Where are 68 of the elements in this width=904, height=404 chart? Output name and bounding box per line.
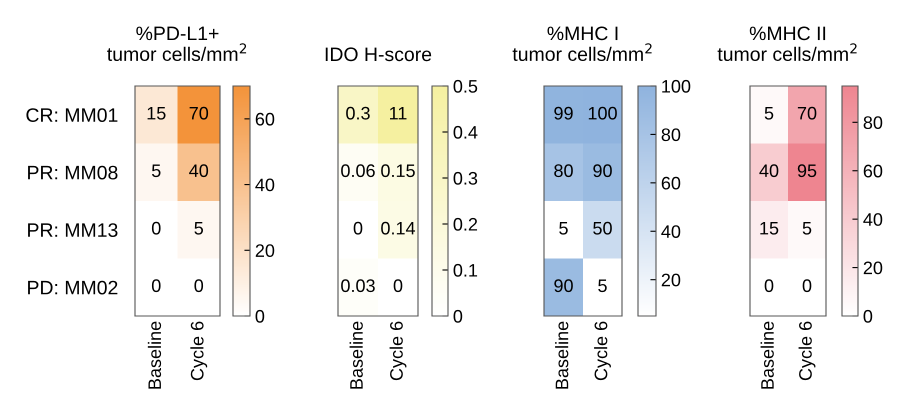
color-bar-label: 20 [864, 262, 882, 274]
color-bar-label: 0 [864, 310, 872, 323]
x-tick-label: Cycle 6 [594, 322, 611, 380]
y-tick-label: CR: MM01 [26, 108, 118, 122]
color-bar-label: 60 [256, 112, 274, 126]
data-label: 80 [554, 164, 573, 178]
x-tick-label: Baseline [760, 322, 774, 389]
data-label: 0 [802, 279, 812, 292]
data-label: 0.03 [341, 279, 375, 292]
data-label: 15 [148, 106, 166, 120]
chart-title: IDO H-score [326, 47, 432, 62]
data-label: 50 [593, 222, 612, 235]
data-label: 40 [759, 164, 778, 178]
color-bar-label: 100 [662, 80, 690, 93]
chart-title: %MHC I tumor cells/mm$^{2}$ [512, 26, 652, 62]
data-label: 5 [194, 222, 204, 235]
color-bar-label: 0.1 [454, 264, 478, 277]
data-label: 11 [390, 106, 406, 120]
data-label: 0.06 [341, 164, 375, 178]
y-tick-label: PR: MM13 [28, 223, 118, 237]
data-label: 70 [190, 106, 208, 120]
data-label: 0 [354, 222, 362, 235]
data-label: 99 [554, 106, 573, 120]
chart-title: %PD-L1+ tumor cells/mm$^{2}$ [107, 26, 246, 62]
data-label: 40 [189, 164, 208, 178]
data-label: 70 [798, 106, 816, 120]
color-bar-label: 80 [662, 128, 680, 142]
x-tick-label: Baseline [555, 322, 568, 389]
color-bar-label: 0.4 [454, 126, 478, 139]
data-label: 5 [802, 222, 812, 235]
y-tick-label: PR: MM08 [28, 166, 118, 180]
color-bar-label: 60 [662, 176, 680, 190]
x-tick-label: Cycle 6 [390, 322, 406, 380]
color-bar-label: 0 [256, 310, 264, 323]
color-bar-label: 40 [661, 225, 680, 238]
color-bar-label: 20 [256, 244, 274, 258]
data-label: 0.14 [381, 222, 416, 235]
color-bar-label: 60 [864, 164, 882, 178]
color-bar-label: 40 [255, 178, 274, 192]
chart-title: %MHC II tumor cells/mm$^{2}$ [718, 26, 857, 62]
data-label: 0 [764, 279, 774, 292]
x-tick-label: Cycle 6 [190, 322, 208, 380]
data-label: 0 [394, 279, 402, 292]
data-label: 0.3 [346, 106, 370, 120]
data-label: 90 [593, 164, 612, 178]
data-label: 0 [152, 279, 161, 292]
color-bar-label: 40 [863, 213, 882, 226]
color-bar-label: 80 [864, 116, 882, 130]
color-bar-label: 0.5 [454, 80, 478, 93]
data-label: 5 [764, 106, 774, 120]
x-tick-label: Baseline [148, 322, 162, 389]
data-label: 5 [559, 222, 568, 235]
data-label: 15 [760, 222, 778, 235]
data-label: 0 [194, 279, 204, 292]
data-label: 95 [798, 164, 816, 178]
data-label: 100 [588, 106, 617, 120]
x-tick-label: Baseline [350, 322, 363, 389]
data-label: 5 [152, 164, 161, 178]
color-bar-label: 0.2 [454, 218, 478, 231]
y-tick-label: PD: MM02 [28, 280, 118, 294]
color-bar-label: 0 [454, 310, 462, 323]
data-label: 0.15 [381, 164, 415, 178]
data-label: 5 [598, 279, 607, 292]
color-bar-label: 20 [662, 274, 680, 286]
data-label: 90 [554, 279, 573, 292]
color-bar-label: 0.3 [454, 172, 478, 185]
data-label: 0 [152, 222, 161, 235]
x-tick-label: Cycle 6 [798, 322, 816, 380]
